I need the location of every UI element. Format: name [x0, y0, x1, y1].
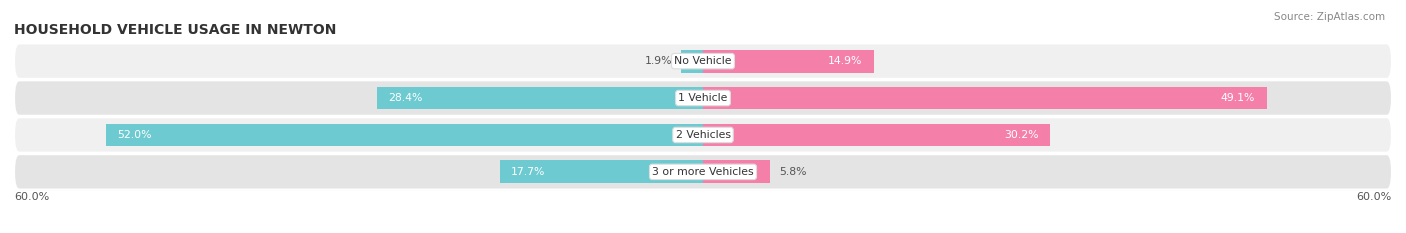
Text: HOUSEHOLD VEHICLE USAGE IN NEWTON: HOUSEHOLD VEHICLE USAGE IN NEWTON: [14, 23, 336, 37]
Text: 49.1%: 49.1%: [1220, 93, 1256, 103]
Text: 30.2%: 30.2%: [1004, 130, 1038, 140]
Bar: [499, 161, 703, 183]
Bar: [703, 161, 769, 183]
Text: 17.7%: 17.7%: [512, 167, 546, 177]
Text: 2 Vehicles: 2 Vehicles: [675, 130, 731, 140]
Text: No Vehicle: No Vehicle: [675, 56, 731, 66]
FancyBboxPatch shape: [14, 154, 1392, 190]
Text: 52.0%: 52.0%: [117, 130, 152, 140]
Text: 5.8%: 5.8%: [779, 167, 806, 177]
Bar: [703, 123, 1050, 146]
FancyBboxPatch shape: [14, 117, 1392, 153]
Bar: [681, 50, 703, 72]
Bar: [703, 50, 875, 72]
Text: 14.9%: 14.9%: [828, 56, 863, 66]
Bar: [703, 87, 1267, 110]
Text: 1 Vehicle: 1 Vehicle: [678, 93, 728, 103]
Text: 1.9%: 1.9%: [644, 56, 672, 66]
Bar: [377, 87, 703, 110]
FancyBboxPatch shape: [14, 80, 1392, 116]
FancyBboxPatch shape: [14, 43, 1392, 79]
Text: 60.0%: 60.0%: [1357, 192, 1392, 202]
Text: 60.0%: 60.0%: [14, 192, 49, 202]
Text: Source: ZipAtlas.com: Source: ZipAtlas.com: [1274, 12, 1385, 22]
Bar: [105, 123, 703, 146]
Text: 28.4%: 28.4%: [388, 93, 423, 103]
Text: 3 or more Vehicles: 3 or more Vehicles: [652, 167, 754, 177]
